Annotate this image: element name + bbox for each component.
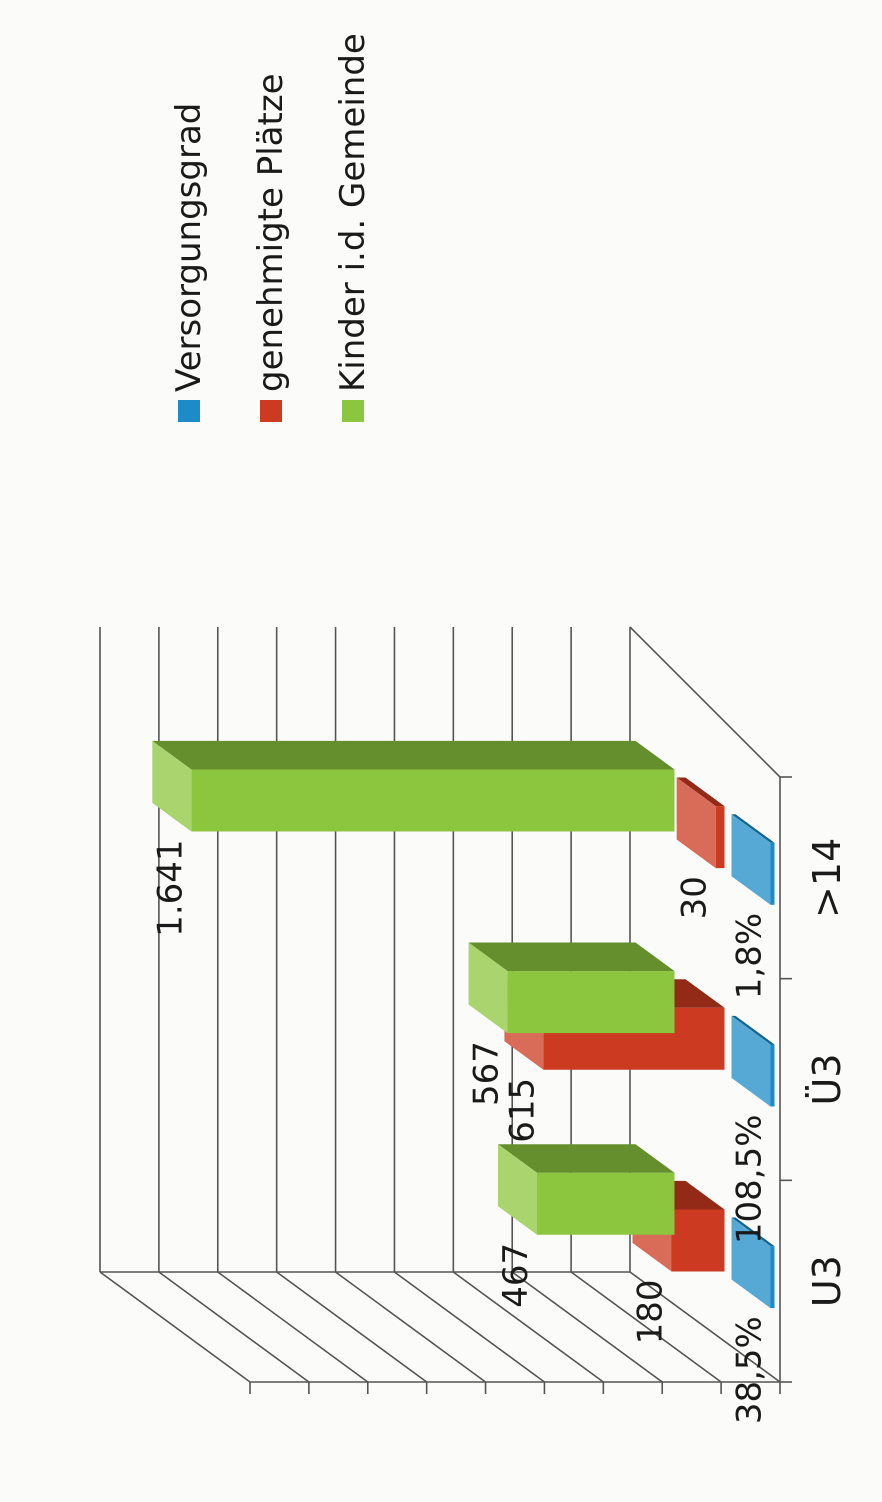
legend-swatch — [260, 400, 282, 422]
bar-top — [731, 1217, 771, 1309]
data-label: 180 — [631, 1279, 671, 1344]
gridline-side — [335, 1271, 487, 1383]
bar-top — [731, 1015, 771, 1107]
bar-front — [715, 806, 725, 869]
plot-walls — [99, 626, 792, 1394]
category-label: Ü3 — [805, 1054, 849, 1106]
gridline-side — [393, 1271, 545, 1383]
bar-versorgungsgrad-1 — [731, 1015, 775, 1107]
bar-front — [191, 769, 675, 832]
gridline-side — [452, 1271, 604, 1383]
bar-side — [676, 777, 725, 807]
bar-side — [731, 1015, 775, 1045]
bar-versorgungsgrad-2 — [731, 814, 775, 905]
legend-swatch — [342, 400, 364, 422]
gridline-side — [511, 1271, 663, 1383]
bar-front — [770, 842, 775, 905]
legend-label: genehmigte Plätze — [251, 73, 291, 392]
bar-kinder-gemeinde-1 — [468, 942, 675, 1034]
data-label: 467 — [496, 1243, 536, 1308]
bar-front — [507, 971, 675, 1034]
category-label: >14 — [805, 838, 849, 918]
bar-front — [770, 1246, 775, 1309]
bar-kinder-gemeinde-0 — [497, 1144, 675, 1235]
bar-top — [152, 740, 192, 832]
data-label: 567 — [467, 1041, 507, 1106]
bar-side — [731, 814, 775, 843]
floor-right-edge — [629, 626, 781, 778]
bar-versorgungsgrad-0 — [731, 1217, 775, 1309]
bar-top — [468, 942, 508, 1034]
data-label: 1,8% — [730, 913, 770, 999]
data-label: 108,5% — [730, 1114, 770, 1244]
bar-genehmigte-plaetze-2 — [676, 777, 725, 869]
category-label: U3 — [805, 1255, 849, 1307]
bar-top — [731, 814, 771, 905]
data-label: 615 — [502, 1078, 542, 1143]
bar-side — [152, 740, 675, 770]
bar-front — [770, 1044, 775, 1107]
gridline-side — [629, 1271, 781, 1383]
gridline-side — [570, 1271, 722, 1383]
legend-label: Kinder i.d. Gemeinde — [333, 33, 373, 392]
gridline-side — [158, 1271, 310, 1383]
bar-front — [671, 1209, 725, 1272]
gridline-side — [217, 1271, 369, 1383]
data-label: 30 — [675, 876, 715, 919]
bar-side — [468, 942, 675, 972]
data-label: 38,5% — [730, 1316, 770, 1424]
legend-label: Versorgungsgrad — [169, 103, 209, 392]
bar-side — [497, 1144, 675, 1173]
bar-front — [536, 1172, 675, 1235]
data-label: 1.641 — [150, 839, 190, 936]
gridline-side — [99, 1271, 251, 1383]
bar-top — [676, 777, 716, 869]
bar-top — [497, 1144, 537, 1235]
bar-kinder-gemeinde-2 — [152, 740, 675, 832]
gridline-side — [276, 1271, 428, 1383]
legend-swatch — [178, 400, 200, 422]
chart-rotated-group: 38,5% 108,5% 1,8% 180 615 30 467 567 1.641 U3 Ü3 >1… — [99, 33, 849, 1424]
legend: Versorgungsgrad genehmigte Plätze Kinder i… — [169, 33, 373, 422]
bar-side — [731, 1217, 775, 1247]
